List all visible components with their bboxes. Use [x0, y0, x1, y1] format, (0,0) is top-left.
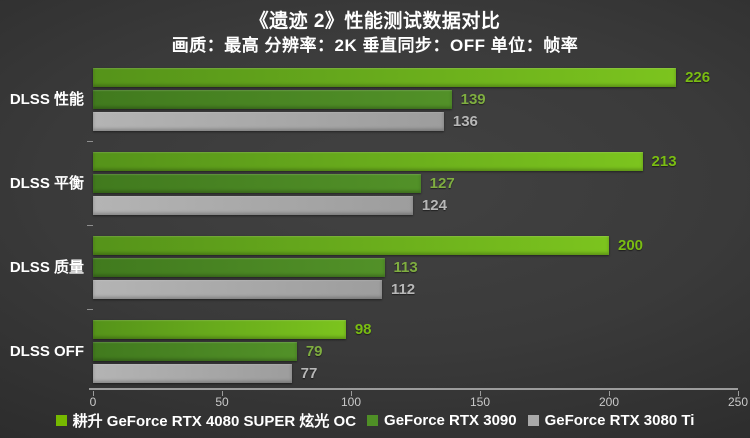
bar-rtx3090 [93, 258, 385, 277]
bar-rtx4080super [93, 68, 677, 87]
bar-value-label: 226 [685, 69, 711, 86]
chart-subtitle: 画质：最高 分辨率：2K 垂直同步：OFF 单位：帧率 [171, 36, 579, 55]
bar-rtx3080ti [93, 280, 382, 299]
plot-area: DLSS 性能 226 139 136 DLSS 平衡 213 127 124 DLSS 质量 2… [10, 62, 748, 409]
bar-rtx3090 [93, 90, 452, 109]
bar-value-label: 77 [300, 365, 318, 382]
x-tick-label: 250 [727, 395, 749, 409]
bar-group: DLSS 平衡 213 127 124 [10, 152, 738, 215]
bar-value-label: 127 [429, 175, 455, 192]
bar-value-label: 124 [421, 197, 447, 214]
legend-label: 耕升 GeForce RTX 4080 SUPER 炫光 OC [72, 413, 357, 430]
bar-row: 200 [93, 236, 738, 255]
x-tick-mark [608, 391, 610, 396]
bar-row: 226 [93, 68, 738, 87]
x-tick-label: 100 [340, 395, 362, 409]
x-tick-label: 0 [89, 395, 97, 409]
bar-value-label: 98 [354, 321, 372, 338]
bar-group: DLSS 质量 200 113 112 [10, 236, 738, 299]
bar-rtx4080super [93, 152, 643, 171]
chart-title: 《遗迹 2》性能测试数据对比 [249, 11, 501, 32]
bar-value-label: 200 [618, 237, 644, 254]
bar-value-label: 139 [460, 91, 486, 108]
bar-rtx3080ti [93, 196, 413, 215]
bar-rtx3090 [93, 174, 421, 193]
bar-row: 124 [93, 196, 738, 215]
bar-rtx3080ti [93, 364, 292, 383]
bar-row: 77 [93, 364, 738, 383]
x-tick-mark [737, 391, 739, 396]
category-label: DLSS OFF [9, 342, 84, 360]
x-tick-mark [479, 391, 481, 396]
legend-item: GeForce RTX 3080 Ti [527, 412, 695, 429]
y-tick-mark [87, 141, 93, 142]
y-tick-mark [87, 225, 93, 226]
legend-swatch-icon [367, 415, 379, 426]
category-label: DLSS 性能 [9, 90, 84, 108]
x-tick-mark [350, 391, 352, 396]
legend-item: GeForce RTX 3090 [367, 412, 517, 429]
category-label: DLSS 质量 [9, 258, 84, 276]
bar-row: 213 [93, 152, 738, 171]
bar-rtx4080super [93, 236, 609, 255]
bar-value-label: 112 [390, 281, 416, 298]
legend: 耕升 GeForce RTX 4080 SUPER 炫光 OC GeForce R… [0, 410, 750, 431]
x-tick-label: 50 [215, 395, 229, 409]
bar-group: DLSS 性能 226 139 136 [10, 68, 738, 131]
bar-row: 112 [93, 280, 738, 299]
x-tick-mark [221, 391, 223, 396]
bar-group: DLSS OFF 98 79 77 [10, 320, 738, 383]
x-axis-line [89, 388, 738, 390]
x-tick-label: 200 [598, 395, 620, 409]
legend-label: GeForce RTX 3080 Ti [544, 412, 695, 429]
bar-rtx3090 [93, 342, 297, 361]
x-tick-label: 150 [469, 395, 491, 409]
bar-row: 79 [93, 342, 738, 361]
bar-row: 127 [93, 174, 738, 193]
bar-value-label: 213 [651, 153, 677, 170]
bar-value-label: 79 [305, 343, 323, 360]
bar-row: 139 [93, 90, 738, 109]
bar-rtx3080ti [93, 112, 444, 131]
legend-item: 耕升 GeForce RTX 4080 SUPER 炫光 OC [55, 410, 357, 431]
y-tick-mark [87, 309, 93, 310]
bar-row: 98 [93, 320, 738, 339]
bar-value-label: 136 [452, 113, 478, 130]
legend-swatch-icon [55, 415, 67, 426]
bar-rtx4080super [93, 320, 346, 339]
bar-row: 136 [93, 112, 738, 131]
category-label: DLSS 平衡 [9, 174, 84, 192]
legend-swatch-icon [527, 415, 539, 426]
bar-value-label: 113 [393, 259, 418, 276]
bar-row: 113 [93, 258, 738, 277]
legend-label: GeForce RTX 3090 [384, 412, 517, 429]
x-tick-mark [92, 391, 94, 396]
